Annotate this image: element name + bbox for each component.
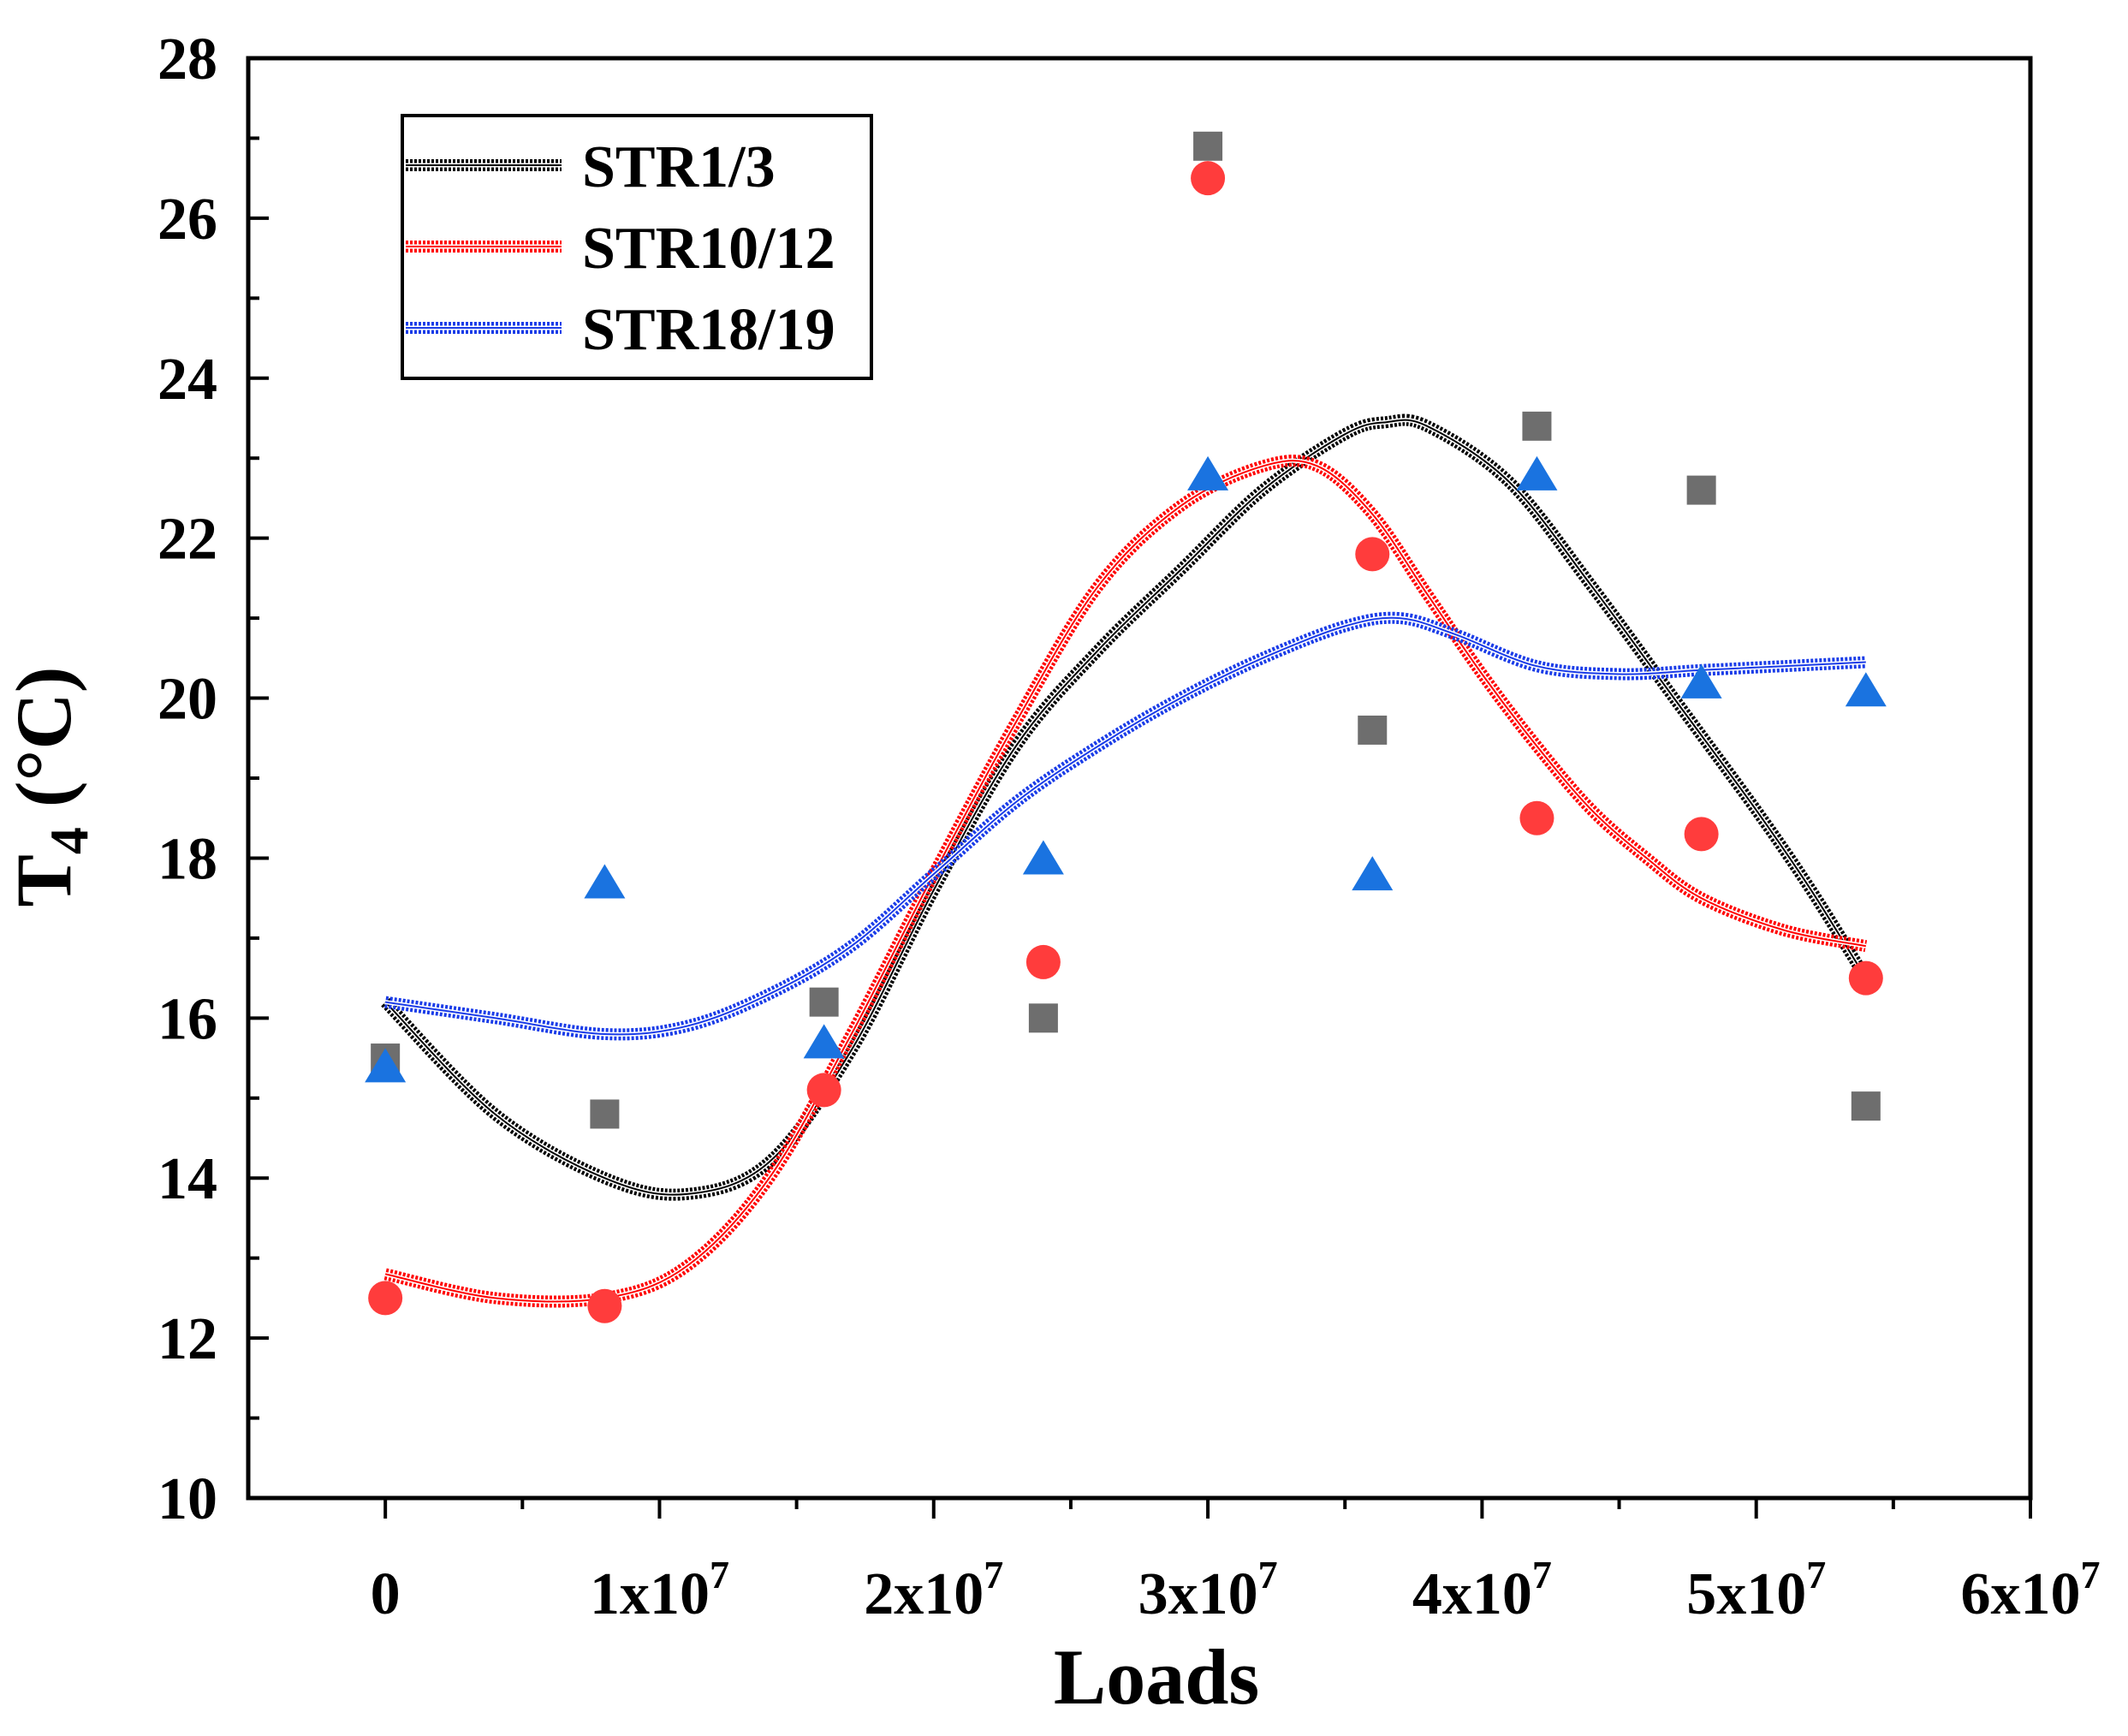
data-point-str18-19: [1845, 672, 1887, 707]
data-point-str10-12: [1025, 944, 1061, 979]
fit-curves: [381, 413, 1871, 1308]
x-tick-label: 1x107: [590, 1553, 729, 1627]
x-tick-label-exponent: 7: [1258, 1553, 1278, 1596]
fit-curve-gap: [384, 615, 1866, 1037]
x-tick-label-base: 1x10: [590, 1561, 710, 1627]
y-tick-label: 28: [158, 27, 217, 92]
fit-curve-core: [384, 419, 1867, 1196]
x-tick-label: 3x107: [1138, 1553, 1278, 1627]
x-tick-label: 0: [371, 1561, 401, 1627]
y-axis-title-subscript: 4: [39, 827, 99, 854]
data-point-str10-12: [806, 1073, 841, 1108]
data-point-str10-12: [587, 1288, 622, 1323]
data-point-str10-12: [368, 1281, 403, 1316]
y-tick-label: 12: [158, 1306, 217, 1372]
y-tick-label: 20: [158, 667, 217, 733]
data-point-str10-12: [1848, 960, 1883, 996]
data-point-str1-3: [1686, 475, 1716, 505]
data-point-str10-12: [1191, 161, 1226, 196]
fit-curve-gap: [383, 418, 1868, 1198]
data-point-str18-19: [803, 1024, 845, 1059]
legend-item-str10-12: STR10/12: [406, 216, 835, 282]
x-tick-label: 5x107: [1686, 1553, 1826, 1627]
x-tick-label-base: 5x10: [1686, 1561, 1806, 1627]
y-tick-label: 10: [158, 1466, 217, 1532]
x-tick-label-base: 0: [371, 1561, 401, 1627]
x-tick-label-base: 4x10: [1412, 1561, 1532, 1627]
data-point-str10-12: [1519, 800, 1554, 835]
fit-curve-str10-12: [383, 455, 1868, 1308]
legend-label: STR18/19: [582, 297, 835, 363]
x-tick-label: 4x107: [1412, 1553, 1552, 1627]
legend-item-str1-3: STR1/3: [406, 134, 776, 200]
x-tick-label-exponent: 7: [2081, 1553, 2101, 1596]
y-tick-label: 26: [158, 187, 217, 253]
x-tick-label: 6x107: [1961, 1553, 2101, 1627]
legend-label: STR10/12: [582, 216, 835, 282]
fit-curve-core: [384, 460, 1866, 1303]
x-tick-label-exponent: 7: [1532, 1553, 1552, 1596]
x-tick-label-exponent: 7: [710, 1553, 729, 1596]
fit-curve-outer: [381, 413, 1871, 1201]
data-markers: [365, 131, 1887, 1323]
data-point-str1-3: [1522, 411, 1552, 441]
y-axis-title: T4 (°C): [0, 667, 99, 907]
data-point-str10-12: [1355, 537, 1390, 572]
data-point-str18-19: [1516, 455, 1558, 490]
data-point-str18-19: [584, 864, 626, 899]
x-tick-label-exponent: 7: [984, 1553, 1003, 1596]
y-tick-label: 24: [158, 347, 217, 413]
ticks: [248, 56, 2032, 1519]
x-tick-label-exponent: 7: [1806, 1553, 1826, 1596]
data-point-str1-3: [590, 1099, 620, 1129]
legend-item-str18-19: STR18/19: [406, 297, 835, 363]
fit-curve-core: [385, 616, 1866, 1036]
x-tick-label: 2x107: [864, 1553, 1003, 1627]
data-point-str18-19: [1187, 455, 1229, 490]
data-point-str18-19: [1680, 663, 1722, 699]
y-tick-label: 18: [158, 826, 217, 892]
data-point-str1-3: [1851, 1091, 1881, 1121]
fit-curve-str1-3: [381, 413, 1871, 1201]
tick-labels: 0 1x107 2x107 3x107 4x107 5x107 6x107101214161…: [158, 27, 2101, 1627]
y-axis-title-unit: (°C): [0, 667, 87, 828]
y-tick-label: 16: [158, 986, 217, 1052]
fit-curve-outer: [384, 611, 1867, 1041]
legend-label: STR1/3: [582, 134, 776, 200]
x-tick-label-base: 3x10: [1138, 1561, 1258, 1627]
data-point-str1-3: [1358, 715, 1388, 745]
axis-titles: Loads T4 (°C): [0, 667, 1259, 1721]
data-point-str18-19: [1022, 840, 1064, 875]
legend: STR1/3 STR10/12 STR18/19: [401, 114, 873, 380]
data-point-str10-12: [1684, 817, 1719, 852]
data-point-str18-19: [1352, 856, 1394, 891]
y-axis-title-main: T: [0, 854, 87, 907]
data-point-str18-19: [365, 1048, 407, 1083]
data-point-str1-3: [1028, 1003, 1058, 1033]
data-point-str1-3: [1193, 131, 1223, 161]
data-point-str1-3: [809, 987, 839, 1017]
x-axis-title: Loads: [1054, 1633, 1259, 1721]
fit-curve-str18-19: [384, 611, 1867, 1041]
y-tick-label: 22: [158, 507, 217, 573]
y-tick-label: 14: [158, 1146, 217, 1212]
x-tick-label-base: 6x10: [1961, 1561, 2081, 1627]
x-tick-label-base: 2x10: [864, 1561, 984, 1627]
